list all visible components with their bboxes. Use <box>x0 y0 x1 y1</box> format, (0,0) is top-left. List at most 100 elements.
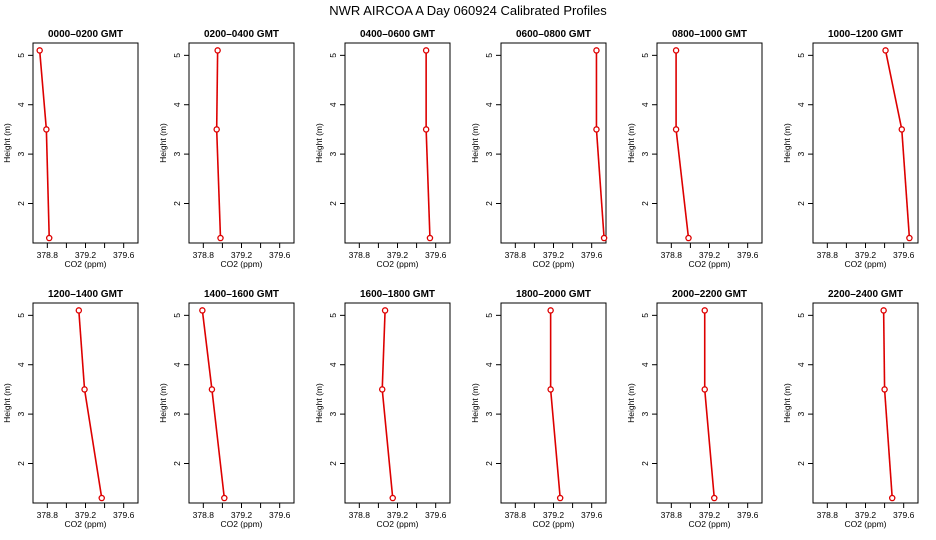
y-tick-label: 3 <box>172 151 182 156</box>
profile-line-segment <box>595 129 605 239</box>
data-point-marker <box>593 126 600 133</box>
y-tick-label: 2 <box>16 461 26 466</box>
y-tick-label: 3 <box>796 151 806 156</box>
profile-line-segment <box>78 310 86 390</box>
x-axis-label: CO2 (ppm) <box>532 519 574 529</box>
data-point-marker <box>672 126 680 133</box>
data-point-marker <box>685 234 692 242</box>
data-point-marker <box>75 307 83 314</box>
y-tick-label: 2 <box>484 201 494 206</box>
x-tick-label: 378.8 <box>505 250 527 260</box>
data-point-marker <box>701 307 708 314</box>
x-tick-label: 379.2 <box>699 510 721 520</box>
y-tick-label: 5 <box>172 53 182 58</box>
x-axis-label: CO2 (ppm) <box>376 519 418 529</box>
y-tick-label: 2 <box>796 461 806 466</box>
x-axis-label: CO2 (ppm) <box>64 519 106 529</box>
profile-line-segment <box>675 129 690 239</box>
chart-panel: 0200–0400 GMT 378.8 379.2 379.6 2 3 4 5 CO2 (ppm… <box>158 29 295 269</box>
data-point-marker <box>547 386 554 393</box>
data-point-marker <box>711 494 718 502</box>
y-tick-label: 5 <box>484 313 494 318</box>
x-tick-label: 379.2 <box>543 250 565 260</box>
panel-title: 0200–0400 GMT <box>204 29 279 40</box>
profile-line-segment <box>381 310 386 390</box>
x-tick-label: 379.6 <box>893 250 915 260</box>
data-point-marker <box>199 307 206 314</box>
data-point-marker <box>98 494 105 502</box>
profile-line-segment <box>211 389 226 499</box>
x-tick-label: 379.2 <box>387 250 409 260</box>
y-tick-label: 2 <box>640 461 650 466</box>
x-tick-label: 378.8 <box>349 510 371 520</box>
x-tick-label: 378.8 <box>37 250 59 260</box>
plot-frame <box>500 42 607 244</box>
plot-frame <box>656 302 763 504</box>
y-tick-label: 5 <box>796 313 806 318</box>
data-point-marker <box>389 494 396 502</box>
data-point-marker <box>888 494 896 502</box>
x-tick-label: 378.8 <box>37 510 59 520</box>
chart-panel: 2200–2400 GMT 378.8 379.2 379.6 2 3 4 5 CO2 (ppm… <box>782 289 919 529</box>
y-axis-label: Height (m) <box>626 123 636 163</box>
y-tick-label: 3 <box>640 151 650 156</box>
data-point-marker <box>600 234 608 242</box>
chart-panel: 2000–2200 GMT 378.8 379.2 379.6 2 3 4 5 CO2 (ppm… <box>626 289 763 529</box>
x-axis-label: CO2 (ppm) <box>688 259 730 269</box>
y-axis-label: Height (m) <box>158 123 168 163</box>
x-tick-label: 378.8 <box>661 250 683 260</box>
y-axis-label: Height (m) <box>2 383 12 423</box>
y-axis-label: Height (m) <box>782 383 792 423</box>
y-tick-label: 4 <box>172 362 182 367</box>
x-tick-label: 378.8 <box>817 250 839 260</box>
data-point-marker <box>213 126 220 133</box>
y-tick-label: 2 <box>796 201 806 206</box>
x-tick-label: 379.6 <box>269 510 291 520</box>
chart-panel: 1600–1800 GMT 378.8 379.2 379.6 2 3 4 5 CO2 (ppm… <box>314 289 451 529</box>
y-tick-label: 2 <box>328 461 338 466</box>
y-tick-label: 4 <box>796 102 806 107</box>
profile-line-segment <box>215 129 222 239</box>
data-point-marker <box>701 386 708 393</box>
x-tick-label: 379.6 <box>581 510 603 520</box>
y-axis-label: Height (m) <box>626 383 636 423</box>
x-tick-label: 378.8 <box>505 510 527 520</box>
y-axis-label: Height (m) <box>782 123 792 163</box>
profile-line-segment <box>38 50 48 130</box>
chart-panel: 1800–2000 GMT 378.8 379.2 379.6 2 3 4 5 CO2 (ppm… <box>470 289 607 529</box>
y-tick-label: 4 <box>16 362 26 367</box>
y-tick-label: 5 <box>16 53 26 58</box>
x-tick-label: 379.6 <box>425 510 447 520</box>
x-tick-label: 379.2 <box>75 510 97 520</box>
chart-panel: 0000–0200 GMT 378.8 379.2 379.6 2 3 4 5 CO2 (ppm… <box>2 29 139 269</box>
profile-line-segment <box>381 389 394 499</box>
y-tick-label: 3 <box>328 411 338 416</box>
y-tick-label: 4 <box>640 362 650 367</box>
data-point-marker <box>882 47 889 54</box>
y-tick-label: 4 <box>328 362 338 367</box>
plot-frame <box>344 42 451 244</box>
y-tick-label: 3 <box>16 151 26 156</box>
data-point-marker <box>906 234 913 242</box>
y-tick-label: 5 <box>172 313 182 318</box>
chart-panel: 1000–1200 GMT 378.8 379.2 379.6 2 3 4 5 CO2 (ppm… <box>782 29 919 269</box>
x-tick-label: 378.8 <box>349 250 371 260</box>
profile-line-segment <box>83 389 103 499</box>
y-axis-label: Height (m) <box>314 123 324 163</box>
y-axis-label: Height (m) <box>470 383 480 423</box>
x-axis-label: CO2 (ppm) <box>688 519 730 529</box>
y-tick-label: 2 <box>484 461 494 466</box>
profile-line-segment <box>549 389 561 499</box>
x-tick-label: 379.2 <box>699 250 721 260</box>
profile-line-segment <box>900 129 911 239</box>
data-point-marker <box>378 386 386 393</box>
x-tick-label: 379.6 <box>113 510 135 520</box>
data-point-marker <box>547 307 554 314</box>
chart-panel: 1200–1400 GMT 378.8 379.2 379.6 2 3 4 5 CO2 (ppm… <box>2 289 139 529</box>
data-point-marker <box>880 307 887 314</box>
y-tick-label: 5 <box>16 313 26 318</box>
panel-title: 0400–0600 GMT <box>360 29 435 40</box>
y-axis-label: Height (m) <box>2 123 12 163</box>
y-tick-label: 4 <box>796 362 806 367</box>
chart-panel: 0600–0800 GMT 378.8 379.2 379.6 2 3 4 5 CO2 (ppm… <box>470 29 608 269</box>
